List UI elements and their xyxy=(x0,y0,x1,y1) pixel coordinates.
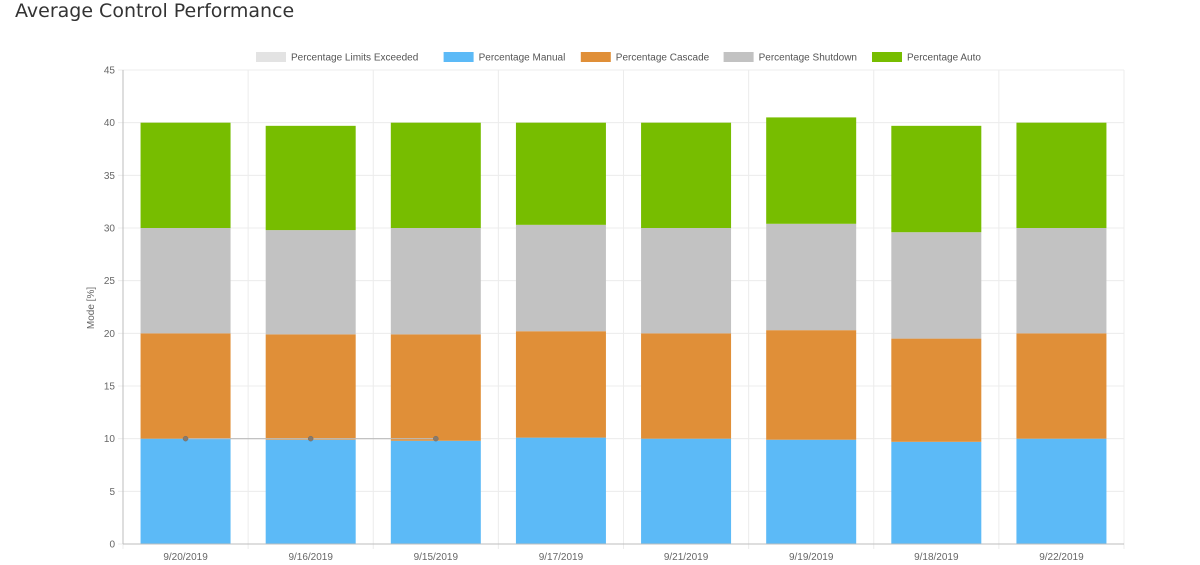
y-tick-label: 35 xyxy=(104,171,116,182)
bar-percentage-manual xyxy=(766,439,857,544)
legend-item: Percentage Auto xyxy=(872,52,981,64)
y-tick-label: 20 xyxy=(104,329,116,340)
bar-percentage-cascade xyxy=(140,333,231,439)
legend-label: Percentage Limits Exceeded xyxy=(291,53,418,64)
bar-percentage-cascade xyxy=(641,333,732,439)
y-tick-label: 15 xyxy=(104,382,116,393)
bar-percentage-manual xyxy=(891,441,982,544)
legend-swatch xyxy=(723,52,754,62)
y-tick-label: 45 xyxy=(104,66,116,77)
x-tick-label: 9/21/2019 xyxy=(664,552,709,563)
legend-label: Percentage Manual xyxy=(479,53,566,64)
legend-swatch xyxy=(872,52,902,62)
x-tick-label: 9/22/2019 xyxy=(1039,552,1084,563)
legend: Percentage Limits Exceeded Percentage Man… xyxy=(256,52,981,64)
limits-exceeded-point xyxy=(182,435,189,442)
y-tick-label: 25 xyxy=(104,276,116,287)
bar-percentage-manual xyxy=(641,438,732,544)
bars xyxy=(140,117,1107,544)
legend-label: Percentage Shutdown xyxy=(759,53,857,64)
bar-percentage-auto xyxy=(140,122,231,228)
y-tick-label: 10 xyxy=(104,434,116,445)
bar-percentage-shutdown xyxy=(140,228,231,334)
bar-percentage-cascade xyxy=(265,334,356,440)
bar-percentage-manual xyxy=(140,438,231,544)
y-tick-label: 40 xyxy=(104,118,116,129)
x-tick-label: 9/17/2019 xyxy=(539,552,584,563)
legend-swatch xyxy=(256,52,286,62)
y-axis-label: Mode [%] xyxy=(86,287,97,329)
bar-percentage-manual xyxy=(515,437,606,544)
bar-percentage-auto xyxy=(641,122,732,228)
bar-percentage-auto xyxy=(891,125,982,233)
bar-percentage-shutdown xyxy=(515,224,606,332)
y-tick-label: 5 xyxy=(109,487,115,498)
x-tick-label: 9/19/2019 xyxy=(789,552,834,563)
x-tick-label: 9/20/2019 xyxy=(163,552,208,563)
bar-percentage-auto xyxy=(766,117,857,224)
legend-item: Percentage Cascade xyxy=(580,52,710,64)
bar-percentage-shutdown xyxy=(766,223,857,331)
bar-percentage-shutdown xyxy=(390,228,481,335)
x-tick-label: 9/18/2019 xyxy=(914,552,959,563)
legend-label: Percentage Cascade xyxy=(616,53,710,64)
bar-percentage-manual xyxy=(265,439,356,544)
legend-item: Percentage Manual xyxy=(443,52,566,64)
bar-percentage-shutdown xyxy=(265,230,356,335)
bar-percentage-auto xyxy=(1016,122,1107,228)
bar-percentage-auto xyxy=(390,122,481,228)
bar-percentage-shutdown xyxy=(641,228,732,334)
page-title: Average Control Performance xyxy=(15,0,295,22)
legend-label: Percentage Auto xyxy=(907,53,981,64)
legend-item: Percentage Limits Exceeded xyxy=(256,52,418,64)
limits-line xyxy=(182,435,439,442)
legend-item: Percentage Shutdown xyxy=(723,52,857,64)
bar-percentage-auto xyxy=(265,125,356,231)
bar-percentage-manual xyxy=(1016,438,1107,544)
axes: 0 5 10 15 20 25 30 35 40 45 9/20/2019 9/16/2019 9/15… xyxy=(104,66,1124,563)
legend-swatch xyxy=(443,52,474,62)
bar-percentage-cascade xyxy=(766,330,857,440)
x-tick-label: 9/15/2019 xyxy=(414,552,459,563)
bar-percentage-manual xyxy=(390,440,481,544)
y-tick-label: 0 xyxy=(109,540,115,551)
y-tick-label: 30 xyxy=(104,224,116,235)
limits-exceeded-point xyxy=(433,435,439,442)
bar-percentage-auto xyxy=(515,122,606,225)
bar-percentage-cascade xyxy=(891,338,982,442)
limits-exceeded-point xyxy=(307,435,314,442)
x-tick-label: 9/16/2019 xyxy=(288,552,333,563)
bar-percentage-cascade xyxy=(515,331,606,438)
bar-percentage-shutdown xyxy=(1016,228,1107,334)
bar-percentage-cascade xyxy=(1016,333,1107,439)
legend-swatch xyxy=(580,52,611,62)
bar-percentage-cascade xyxy=(390,334,481,441)
bar-percentage-shutdown xyxy=(891,232,982,339)
